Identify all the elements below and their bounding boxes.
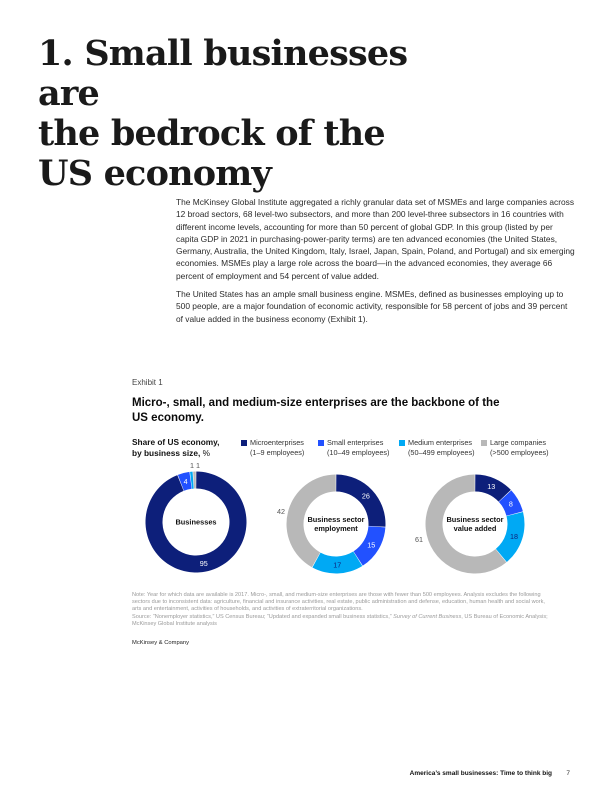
chart-note: Note: Year for which data are available …: [132, 592, 552, 628]
legend-range-small-enterprises: (10–49 employees): [327, 447, 390, 457]
donut-slice-employment-large-companies: [286, 474, 336, 568]
legend-range-medium-enterprises: (50–499 employees): [408, 447, 475, 457]
donut-label-value-added-microenterprises: 13: [487, 482, 495, 491]
donut-label-employment-large-companies: 42: [277, 507, 285, 516]
donut-title-employment-line-1: Business sector: [307, 515, 364, 524]
donut-slice-employment-medium-enterprises: [312, 551, 363, 574]
legend-swatch-microenterprises: [241, 440, 247, 446]
body-paragraph-2: The United States has an ample small bus…: [176, 289, 568, 324]
source-text: Source: “Nonemployer statistics,” US Cen…: [132, 614, 552, 628]
share-label-unit: %: [202, 448, 210, 458]
page-title-line-3: US economy: [38, 153, 272, 194]
donut-slice-employment-small-enterprises: [353, 526, 386, 566]
legend-swatch-large-companies: [481, 440, 487, 446]
donut-title-businesses: Businesses: [175, 518, 216, 527]
legend-range-large-companies: (>500 employees): [490, 447, 549, 457]
source-italic: Survey of Current Business: [393, 613, 462, 620]
donut-slice-value-added-medium-enterprises: [495, 511, 525, 562]
legend-label-small-enterprises: Small enterprises: [327, 438, 384, 447]
donut-slice-businesses-small-enterprises: [177, 471, 192, 491]
body-paragraph-1: The McKinsey Global Institute aggregated…: [176, 197, 575, 281]
donut-title-value-added-line-1: Business sector: [446, 515, 503, 524]
body-text: The McKinsey Global Institute aggregated…: [176, 196, 576, 331]
note-text: Note: Year for which data are available …: [132, 592, 545, 613]
donut-label-employment-medium-enterprises: 17: [333, 560, 341, 569]
donut-slice-businesses-microenterprises: [145, 471, 247, 573]
donut-slice-value-added-large-companies: [425, 474, 507, 574]
donut-label-businesses-small-enterprises: 4: [184, 477, 188, 486]
legend-swatch-medium-enterprises: [399, 440, 405, 446]
donut-label-employment-microenterprises: 26: [362, 491, 370, 500]
source-prefix: Source: “Nonemployer statistics,” US Cen…: [132, 613, 392, 620]
legend-label-microenterprises: Microenterprises: [250, 438, 304, 447]
donut-slice-value-added-small-enterprises: [498, 490, 523, 516]
legend-label-medium-enterprises: Medium enterprises: [408, 438, 473, 447]
legend-label-large-companies: Large companies: [490, 438, 546, 447]
page-title-line-1: 1. Small businesses are: [38, 33, 408, 114]
legend-range-microenterprises: (1–9 employees): [250, 447, 305, 457]
company-name: McKinsey & Company: [132, 640, 190, 646]
donut-label-value-added-small-enterprises: 8: [509, 500, 513, 509]
exhibit-label: Exhibit 1: [132, 378, 163, 387]
exhibit-title: Micro-, small, and medium-size enterpris…: [132, 397, 500, 424]
donut-slice-businesses-medium-enterprises: [190, 471, 194, 489]
donut-label-value-added-large-companies: 61: [415, 535, 423, 544]
share-label-line-2: by business size,: [132, 448, 201, 458]
donut-title-value-added-line-2: value added: [454, 524, 497, 533]
donut-label-businesses-microenterprises: 95: [200, 559, 208, 568]
source-suffix: , US Bureau of Economic Analysis; McKins…: [132, 613, 548, 627]
footer-title: America’s small businesses: Time to thin…: [409, 770, 552, 777]
donut-slice-value-added-microenterprises: [475, 474, 511, 502]
donut-slice-businesses-large-companies: [193, 471, 196, 489]
donut-slice-employment-microenterprises: [336, 474, 386, 527]
page-number: 7: [566, 770, 570, 777]
donut-label-businesses-large-companies: 1: [196, 461, 200, 470]
page-title-line-2: the bedrock of the: [38, 113, 386, 154]
donut-label-businesses-medium-enterprises: 1: [190, 461, 194, 470]
share-label-line-1: Share of US economy,: [132, 437, 220, 447]
legend-swatch-small-enterprises: [318, 440, 324, 446]
page-title: 1. Small businesses are the bedrock of t…: [38, 34, 458, 194]
share-label: Share of US economy, by business size, %: [132, 437, 242, 459]
donut-label-employment-small-enterprises: 15: [367, 540, 375, 549]
donut-label-value-added-medium-enterprises: 18: [510, 532, 518, 541]
donut-title-employment-line-2: employment: [314, 524, 358, 533]
